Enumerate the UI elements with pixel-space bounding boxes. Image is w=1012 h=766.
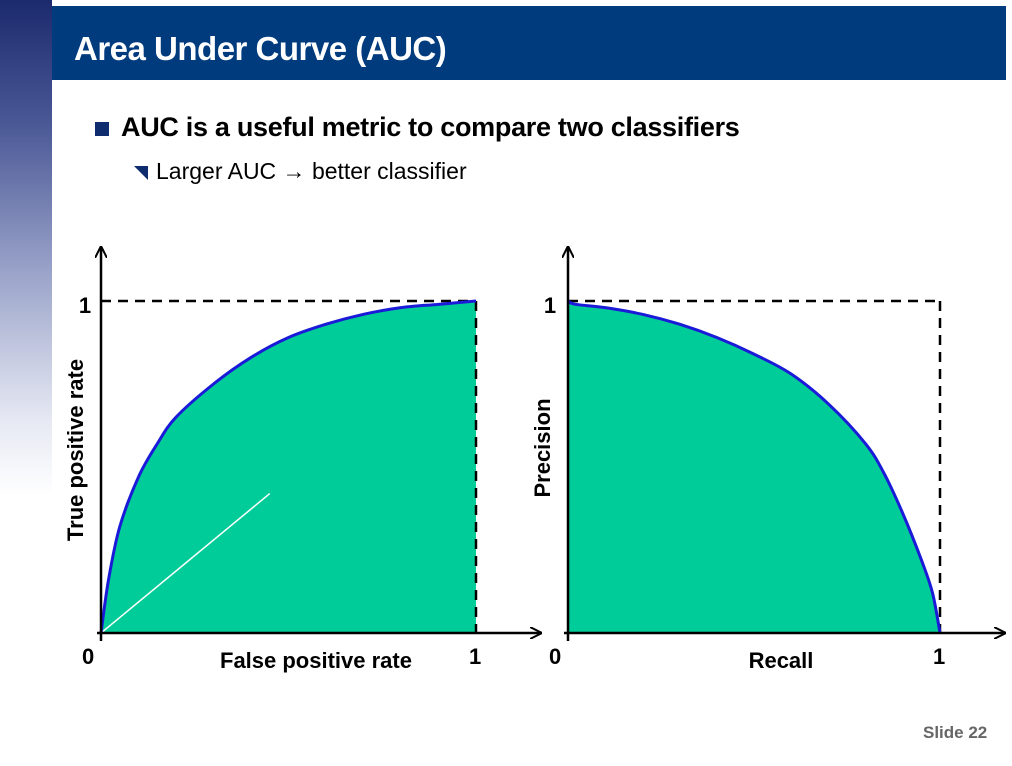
slide-title: Area Under Curve (AUC): [74, 30, 447, 67]
pr-x-tick-0: 0: [549, 644, 561, 669]
roc-x-tick-1: 1: [469, 644, 481, 669]
title-bar: [52, 6, 1006, 80]
pr-y-tick-1: 1: [544, 293, 556, 318]
roc-x-tick-0: 0: [82, 644, 94, 669]
bullet-sub-text: Larger AUC → better classifier: [156, 158, 467, 184]
bullet-main-text: AUC is a useful metric to compare two cl…: [121, 112, 740, 142]
roc-curve: [99, 299, 477, 634]
roc-x-axis-label: False positive rate: [220, 648, 412, 673]
left-gradient-strip: [0, 0, 52, 495]
pr-curve: [567, 299, 942, 634]
triangle-bullet-icon: [134, 165, 148, 180]
roc-y-tick-1: 1: [79, 293, 91, 318]
bullet-sub: Larger AUC → better classifier: [134, 158, 467, 185]
roc-y-axis-label: True positive rate: [63, 359, 88, 541]
pr-x-tick-1: 1: [933, 644, 945, 669]
roc-diagonal-line: [100, 492, 271, 634]
roc-area-fill: [101, 301, 476, 633]
pr-y-axis-label: Precision: [530, 398, 555, 497]
pr-area-fill: [568, 301, 940, 633]
bullet-main: AUC is a useful metric to compare two cl…: [95, 112, 740, 143]
slide-number: Slide 22: [923, 723, 988, 742]
square-bullet-icon: [95, 121, 109, 136]
pr-x-axis-label: Recall: [749, 648, 814, 673]
